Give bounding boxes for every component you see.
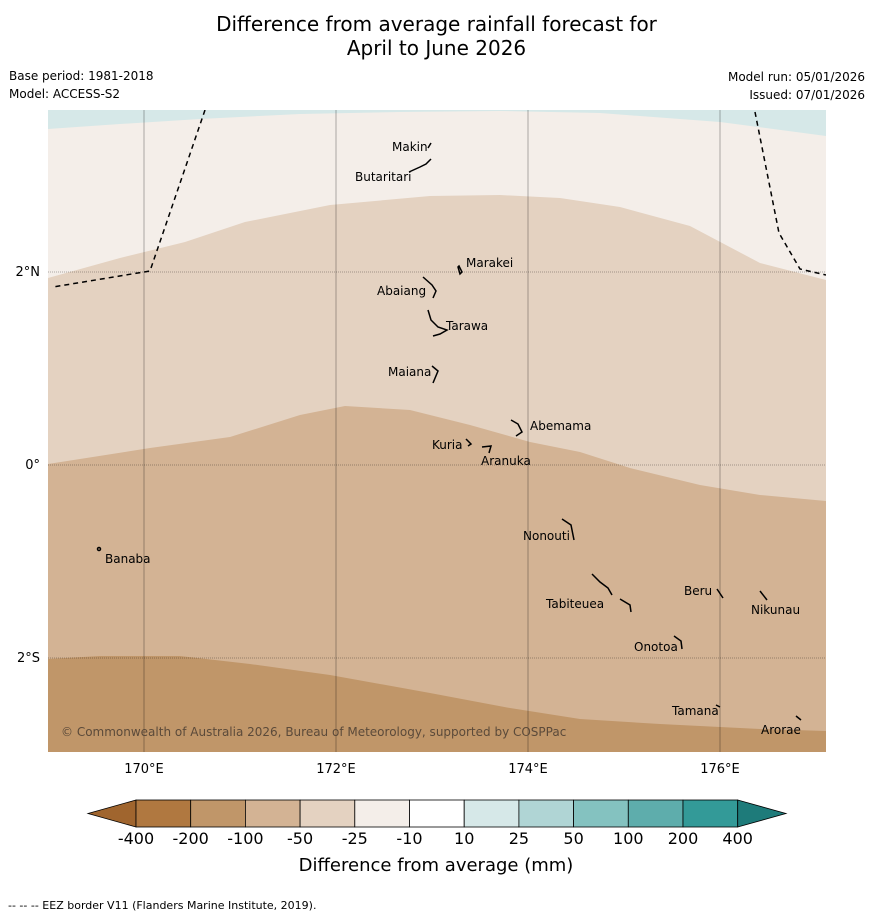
title-line-2: April to June 2026 <box>346 36 527 60</box>
colorbar-tick: -200 <box>173 829 209 848</box>
model-name: Model: ACCESS-S2 <box>9 87 121 101</box>
outline-aranuka <box>481 445 493 454</box>
label-arorae: Arorae <box>761 723 801 737</box>
colorbar-tick: 100 <box>613 829 644 848</box>
lon-label-170e: 170°E <box>124 762 164 777</box>
eez-border-east <box>754 111 826 276</box>
outline-tabiteuea <box>591 573 632 613</box>
model-run-date: Model run: 05/01/2026 <box>727 70 865 84</box>
label-aranuka: Aranuka <box>481 454 531 468</box>
label-banaba: Banaba <box>105 552 151 566</box>
outline-banaba <box>96 546 102 552</box>
colorbar-swatch <box>244 799 301 828</box>
model-info: Base period: 1981-2018 Model: ACCESS-S2 <box>9 67 154 103</box>
colorbar-swatch <box>518 799 575 828</box>
outline-abaiang <box>422 276 437 299</box>
colorbar-tick: -50 <box>287 829 313 848</box>
outline-arorae <box>795 715 802 721</box>
outline-makin <box>427 142 432 149</box>
label-kuria: Kuria <box>432 438 463 452</box>
island-outlines <box>96 142 802 721</box>
colorbar-label: Difference from average (mm) <box>299 855 574 876</box>
eez-footnote: -- -- -- EEZ border V11 (Flanders Marine… <box>8 899 317 912</box>
label-abemama: Abemama <box>530 419 591 433</box>
axis-labels: 2°N 0° 2°S 170°E 172°E 174°E 176°E <box>16 265 740 777</box>
colorbar-tick: -400 <box>118 829 154 848</box>
map-area: Makin Butaritari Marakei Abaiang Tarawa … <box>48 110 826 752</box>
label-tarawa: Tarawa <box>445 319 488 333</box>
colorbar-extend-min <box>86 799 137 828</box>
title-line-1: Difference from average rainfall forecas… <box>216 12 657 36</box>
lon-label-176e: 176°E <box>700 762 740 777</box>
colorbar-tick: -25 <box>342 829 368 848</box>
lat-label-2s: 2°S <box>17 651 40 666</box>
colorbar-swatch <box>682 799 739 828</box>
label-beru: Beru <box>684 584 712 598</box>
label-makin: Makin <box>392 140 428 154</box>
label-tabiteuea: Tabiteuea <box>545 597 604 611</box>
colorbar-swatch <box>135 799 192 828</box>
band-minus-200-to-minus-100 <box>48 656 826 752</box>
colorbar-swatch <box>299 799 356 828</box>
outline-onotoa <box>673 635 683 650</box>
colorbar-swatch <box>190 799 246 828</box>
outline-tarawa <box>427 309 449 337</box>
colorbar-tick: 10 <box>454 829 474 848</box>
colorbar-tick: -100 <box>227 829 263 848</box>
label-tamana: Tamana <box>671 704 719 718</box>
colorbar-swatch <box>463 799 520 828</box>
issued-date: Issued: 07/01/2026 <box>749 88 865 102</box>
label-butaritari: Butaritari <box>355 170 412 184</box>
colorbar-swatch <box>573 799 629 828</box>
run-info: Model run: 05/01/2026 Issued: 07/01/2026 <box>728 68 865 104</box>
label-marakei: Marakei <box>466 256 513 270</box>
label-maiana: Maiana <box>388 365 431 379</box>
colorbar-tick: 400 <box>722 829 753 848</box>
lon-label-174e: 174°E <box>508 762 548 777</box>
outline-kuria <box>465 438 473 447</box>
outline-abemama <box>510 419 523 437</box>
colorbar-tick: 25 <box>509 829 529 848</box>
colorbar-tick: 200 <box>668 829 699 848</box>
outline-maiana <box>431 365 439 384</box>
band-10-to-25 <box>48 110 826 136</box>
lat-label-2n: 2°N <box>16 265 41 280</box>
colorbar-tick-labels: -400 -200 -100 -50 -25 -10 10 25 50 100 200 400 <box>118 829 753 848</box>
outline-marakei <box>457 264 463 276</box>
colorbar-tick: 50 <box>563 829 583 848</box>
base-period: Base period: 1981-2018 <box>9 69 154 83</box>
outline-butaritari <box>408 158 432 173</box>
outline-nonouti <box>561 518 575 541</box>
colorbar-swatch <box>354 799 410 828</box>
outline-beru <box>716 588 724 599</box>
graticule <box>48 110 826 752</box>
eez-border-west <box>52 110 206 288</box>
copyright-notice: © Commonwealth of Australia 2026, Bureau… <box>61 725 566 739</box>
colorbar-swatch <box>627 799 684 828</box>
colorbar-swatches <box>86 799 788 828</box>
colorbar-extend-max <box>737 799 788 828</box>
label-nikunau: Nikunau <box>751 603 800 617</box>
island-labels: Makin Butaritari Marakei Abaiang Tarawa … <box>105 140 801 737</box>
outline-nikunau <box>759 590 768 601</box>
label-abaiang: Abaiang <box>377 284 426 298</box>
outline-tamana <box>715 704 721 708</box>
label-onotoa: Onotoa <box>634 640 678 654</box>
eez-borders <box>52 110 826 288</box>
lat-label-0: 0° <box>25 458 40 473</box>
label-nonouti: Nonouti <box>523 529 570 543</box>
colorbar: -400 -200 -100 -50 -25 -10 10 25 50 100 200 400 Dif… <box>86 799 788 876</box>
chart-title: Difference from average rainfall forecas… <box>0 12 873 60</box>
colorbar-swatch <box>409 799 465 828</box>
colorbar-tick: -10 <box>396 829 422 848</box>
lon-label-172e: 172°E <box>316 762 356 777</box>
